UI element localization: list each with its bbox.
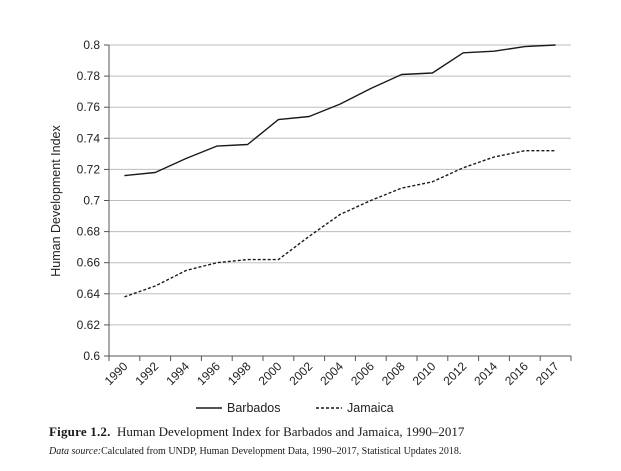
figure-caption-text: Human Development Index for Barbados and… <box>117 424 465 439</box>
y-tick-label: 0.72 <box>77 162 101 176</box>
y-axis-title: Human Development Index <box>49 125 63 277</box>
y-tick-label: 0.8 <box>83 38 100 52</box>
x-tick-label: 2002 <box>287 359 316 388</box>
x-tick-labels: 1990 1992 1994 1996 1998 2000 2002 2004 2006 2008… <box>102 359 562 388</box>
x-tick-label: 2006 <box>348 359 377 388</box>
x-tick-label: 2017 <box>533 359 562 388</box>
x-tick-label: 2004 <box>317 359 346 388</box>
y-tick-label: 0.6 <box>83 349 100 363</box>
x-tick-label: 2008 <box>379 359 408 388</box>
legend-label: Barbados <box>227 401 281 415</box>
legend-label: Jamaica <box>347 401 394 415</box>
y-tick-label: 0.74 <box>77 131 101 145</box>
series-line-jamaica <box>124 149 556 298</box>
y-tick-label: 0.62 <box>77 318 101 332</box>
figure-caption: Figure 1.2. Human Development Index for … <box>49 424 614 440</box>
chart: 0.6 0.62 0.64 0.66 0.68 0.7 0.72 0.74 0.76 0.78 0.… <box>49 38 572 415</box>
y-tick-label: 0.68 <box>77 225 101 239</box>
gridlines <box>109 44 571 357</box>
y-tick-label: 0.7 <box>83 194 100 208</box>
series-lines <box>124 44 556 298</box>
x-tick-label: 1994 <box>163 359 192 388</box>
data-source-text: Calculated from UNDP, Human Development … <box>101 446 462 457</box>
x-tick-label: 2010 <box>410 359 439 388</box>
legend-item-jamaica: Jamaica <box>316 401 394 415</box>
y-tick-label: 0.76 <box>77 100 101 114</box>
y-tick-label: 0.78 <box>77 69 101 83</box>
y-tick-label: 0.66 <box>77 256 101 270</box>
x-tick-label: 2012 <box>441 359 470 388</box>
legend-item-barbados: Barbados <box>196 401 281 415</box>
x-tick-label: 2000 <box>256 359 285 388</box>
y-tick-labels: 0.6 0.62 0.64 0.66 0.68 0.7 0.72 0.74 0.76 0.78 0.… <box>77 38 101 363</box>
axes <box>104 44 572 361</box>
series-line-barbados <box>124 44 556 177</box>
y-tick-label: 0.64 <box>77 287 101 301</box>
x-tick-label: 1998 <box>225 359 254 388</box>
x-tick-label: 1996 <box>194 359 223 388</box>
x-tick-label: 2014 <box>471 359 500 388</box>
x-tick-label: 2016 <box>502 359 531 388</box>
x-tick-label: 1992 <box>133 359 162 388</box>
data-source-note: Data source:Calculated from UNDP, Human … <box>49 446 614 457</box>
data-source-label: Data source: <box>49 446 102 457</box>
figure-caption-label: Figure 1.2. <box>49 424 111 439</box>
x-tick-label: 1990 <box>102 359 131 388</box>
legend: Barbados Jamaica <box>196 401 394 415</box>
